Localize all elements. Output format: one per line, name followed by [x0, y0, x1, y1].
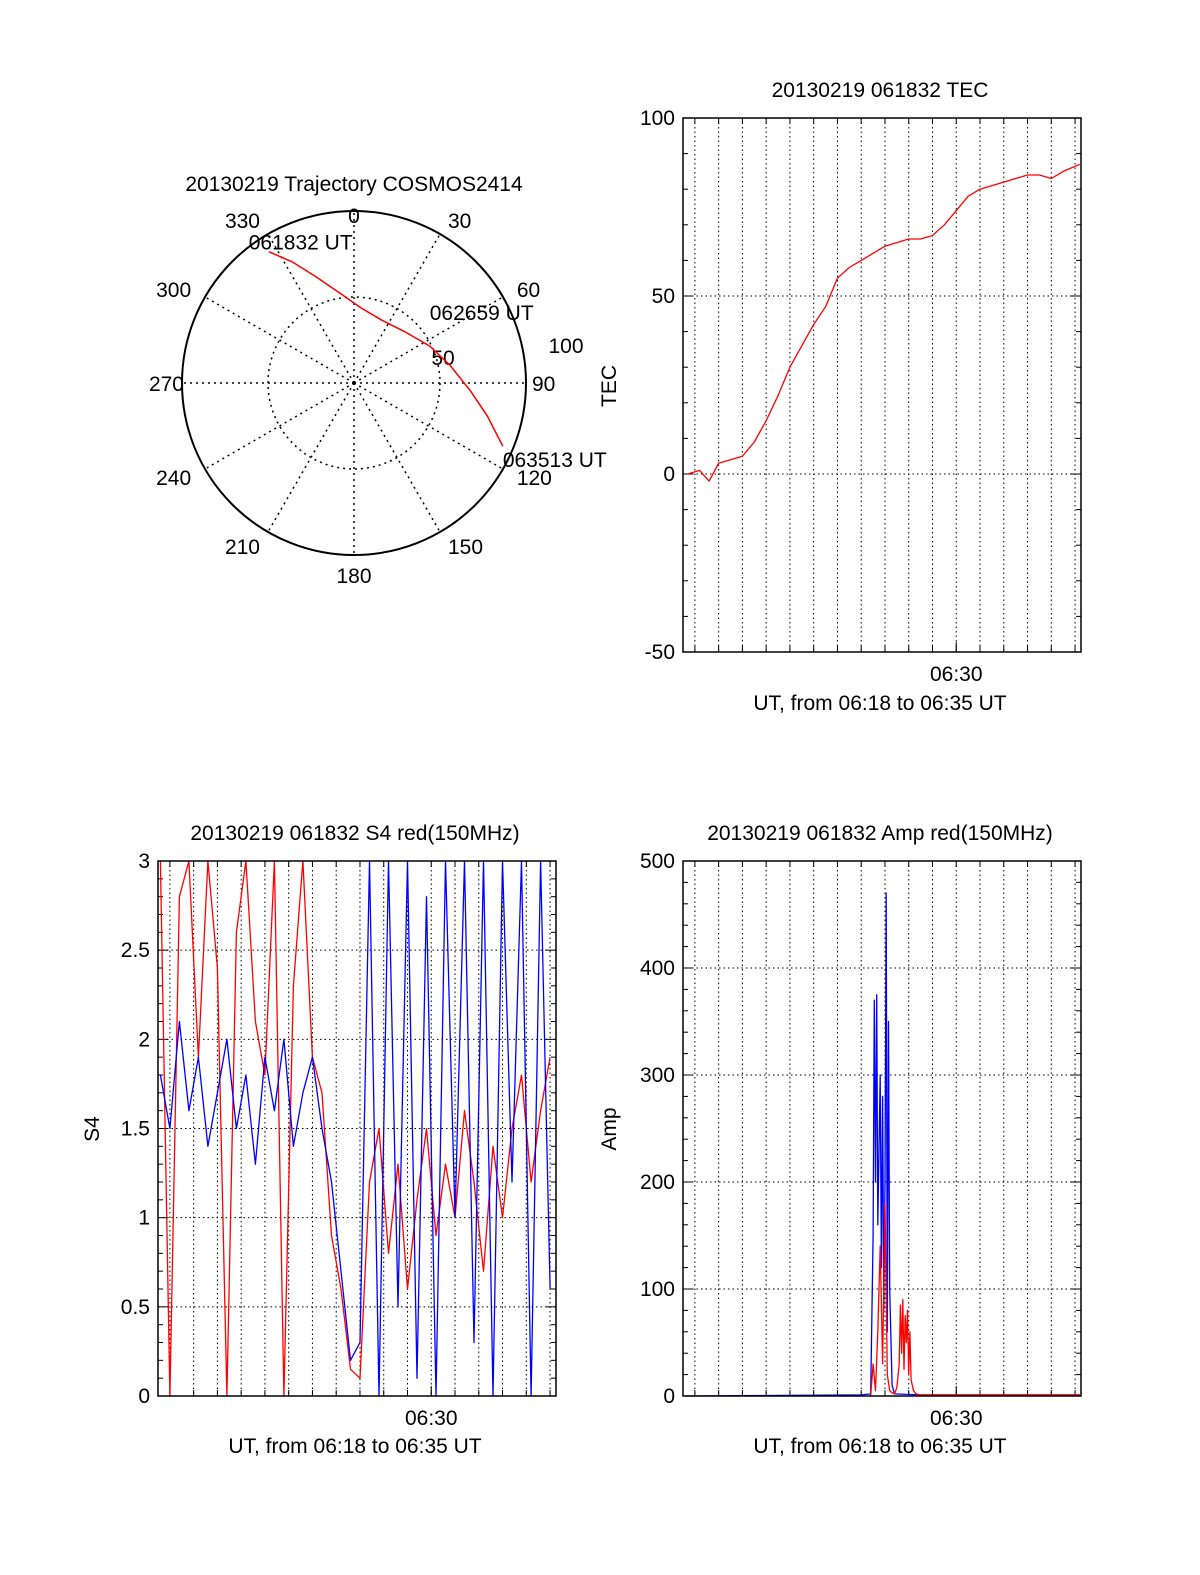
time-annotation-3: 063513 UT	[503, 449, 607, 472]
polar-spoke	[353, 382, 504, 470]
angle-label-330: 330	[225, 210, 260, 233]
angle-label-150: 150	[448, 536, 483, 559]
s4-frame	[157, 860, 557, 1397]
time-annotation-2: 062659 UT	[430, 302, 534, 325]
radius-label-100: 100	[548, 335, 583, 358]
amp-ytick-label: 200	[640, 1171, 675, 1194]
amp-ytick-label: 500	[640, 850, 675, 873]
angle-label-270: 270	[149, 373, 184, 396]
angle-label-60: 60	[517, 279, 540, 302]
trajectory-plot: 20130219 Trajectory COSMOS2414 0 30 60 90 12…	[149, 173, 607, 588]
polar-spoke	[353, 233, 441, 384]
tec-ytick-label: 100	[640, 107, 675, 130]
s4-series-red	[159, 860, 551, 1397]
polar-spoke	[267, 382, 355, 533]
polar-spoke	[267, 233, 355, 384]
amp-ytick-label: 300	[640, 1064, 675, 1087]
amp-ytick-label: 400	[640, 957, 675, 980]
s4-ytick-label: 2	[138, 1028, 150, 1051]
tec-series-red	[687, 163, 1081, 482]
tec-ytick-label: 0	[663, 463, 675, 486]
tec-xtick-label: 06:30	[930, 663, 983, 686]
angle-label-300: 300	[156, 279, 191, 302]
angle-label-0: 0	[348, 205, 360, 228]
tec-ytick-label: -50	[645, 641, 675, 664]
s4-ylabel: S4	[81, 1116, 104, 1142]
amp-title: 20130219 061832 Amp red(150MHz)	[707, 822, 1053, 845]
amp-plot: 20130219 061832 Amp red(150MHz) UT, from…	[598, 822, 1082, 1458]
angle-label-240: 240	[156, 467, 191, 490]
tec-xlabel: UT, from 06:18 to 06:35 UT	[753, 692, 1006, 715]
s4-xtick-label: 06:30	[405, 1407, 458, 1430]
s4-ytick-label: 1.5	[121, 1118, 150, 1141]
s4-ytick-label: 3	[138, 850, 150, 873]
amp-ytick-label: 0	[663, 1385, 675, 1408]
polar-outer-circle	[181, 210, 527, 556]
s4-ytick-label: 0.5	[121, 1296, 150, 1319]
angle-label-90: 90	[532, 373, 555, 396]
s4-xlabel: UT, from 06:18 to 06:35 UT	[228, 1435, 481, 1458]
polar-spoke	[353, 382, 441, 533]
s4-title: 20130219 061832 S4 red(150MHz)	[190, 822, 519, 845]
s4-ytick-label: 1	[138, 1207, 150, 1230]
tec-title: 20130219 061832 TEC	[772, 79, 989, 102]
amp-xtick-label: 06:30	[930, 1407, 983, 1430]
amp-ylabel: Amp	[598, 1107, 621, 1150]
amp-series-red	[870, 1202, 1080, 1397]
amp-ytick-label: 100	[640, 1278, 675, 1301]
s4-plot: 20130219 061832 S4 red(150MHz) UT, from …	[81, 822, 557, 1458]
trajectory-line	[268, 251, 504, 447]
angle-label-120: 120	[517, 467, 552, 490]
trajectory-title: 20130219 Trajectory COSMOS2414	[185, 173, 523, 196]
amp-series-blue	[685, 892, 1080, 1397]
s4-ytick-label: 0	[138, 1385, 150, 1408]
angle-label-210: 210	[225, 536, 260, 559]
polar-spoke	[204, 296, 355, 384]
polar-spoke	[204, 382, 355, 470]
time-annotation-1: 061832 UT	[249, 232, 353, 255]
angle-label-30: 30	[448, 210, 471, 233]
s4-series-blue	[159, 860, 551, 1397]
tec-plot: 20130219 061832 TEC UT, from 06:18 to 06…	[598, 79, 1082, 715]
s4-ytick-label: 2.5	[121, 939, 150, 962]
tec-ylabel: TEC	[598, 365, 621, 407]
polar-spoke	[353, 296, 504, 384]
angle-label-180: 180	[336, 565, 371, 588]
amp-xlabel: UT, from 06:18 to 06:35 UT	[753, 1435, 1006, 1458]
amp-frame	[682, 860, 1082, 1397]
tec-ytick-label: 50	[652, 285, 675, 308]
tec-frame	[682, 117, 1082, 653]
